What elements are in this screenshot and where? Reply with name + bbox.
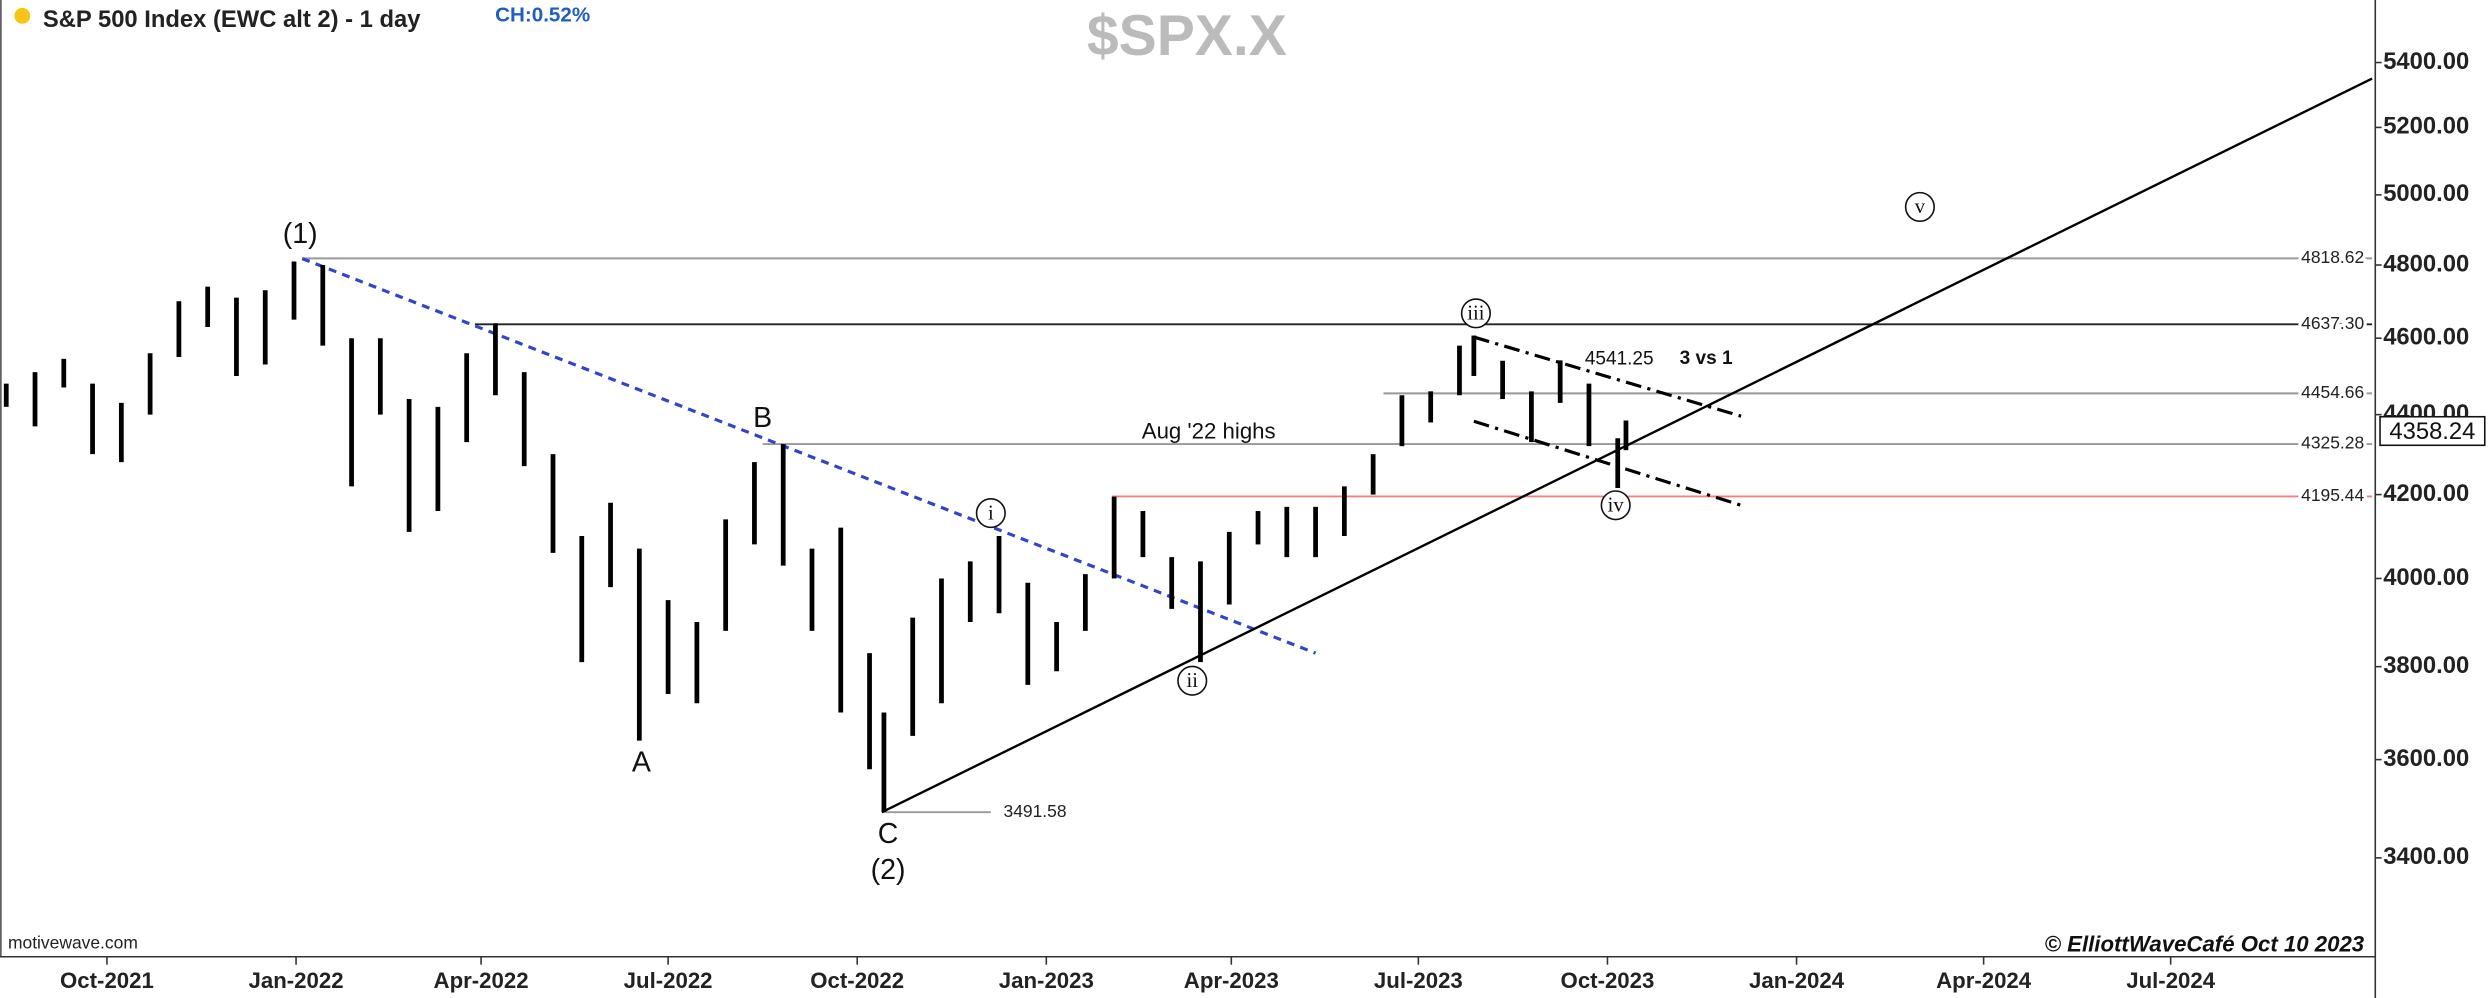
wave-label: Aug '22 highs — [1142, 419, 1276, 444]
change-label: CH:0.52% — [495, 3, 590, 26]
x-tick-label: Oct-2022 — [810, 968, 904, 993]
x-tick-label: Jan-2024 — [1749, 968, 1845, 993]
x-tick-label: Jul-2024 — [2126, 968, 2216, 993]
level-label: 4325.28 — [2301, 433, 2364, 453]
x-tick-label: Apr-2024 — [1936, 968, 2032, 993]
wave-label: 4541.25 — [1585, 349, 1654, 370]
x-tick-label: Jul-2022 — [624, 968, 713, 993]
wave-label: B — [753, 402, 772, 434]
x-tick-label: Oct-2021 — [60, 968, 154, 993]
x-tick-label: Apr-2023 — [1184, 968, 1279, 993]
y-tick-label: 5200.00 — [2383, 113, 2469, 140]
y-tick-label: 4000.00 — [2383, 564, 2469, 591]
y-tick-label: 4200.00 — [2383, 480, 2469, 507]
last-price-label: 4358.24 — [2389, 418, 2475, 445]
credit-label: © ElliottWaveCafé Oct 10 2023 — [2045, 932, 2365, 957]
level-label: 3491.58 — [1004, 801, 1067, 821]
x-tick-label: Apr-2022 — [434, 968, 529, 993]
wave-label: A — [632, 747, 651, 779]
y-tick-label: 3400.00 — [2383, 843, 2469, 870]
trendline — [1473, 419, 1742, 507]
y-tick-label: 3600.00 — [2383, 745, 2469, 772]
y-tick-label: 4800.00 — [2383, 250, 2469, 277]
wave-label: ii — [1187, 670, 1199, 692]
wave-circle — [1460, 298, 1491, 329]
wave-label: iv — [1608, 495, 1625, 517]
status-dot — [14, 7, 31, 24]
trendline — [1473, 335, 1742, 418]
wave-label: (1) — [283, 218, 318, 250]
wave-circle — [1904, 191, 1935, 222]
wave-circle — [1600, 490, 1631, 521]
y-tick-label: 3800.00 — [2383, 652, 2469, 679]
level-label: 4454.66 — [2301, 382, 2364, 402]
level-label: 4195.44 — [2301, 485, 2364, 505]
chart-title: S&P 500 Index (EWC alt 2) - 1 day — [43, 6, 421, 33]
x-tick-label: Jan-2023 — [999, 968, 1094, 993]
wave-label: C — [878, 818, 899, 850]
level-label: 4818.62 — [2301, 247, 2364, 267]
x-tick-label: Jan-2022 — [249, 968, 344, 993]
wave-circle — [975, 498, 1006, 529]
x-tick-label: Jul-2023 — [1374, 968, 1463, 993]
y-tick-label: 5000.00 — [2383, 180, 2469, 207]
y-tick-label: 4600.00 — [2383, 323, 2469, 350]
symbol-watermark: $SPX.X — [1087, 4, 1287, 68]
wave-label: v — [1915, 196, 1926, 218]
wave-label: (2) — [871, 854, 906, 886]
level-label: 4637.30 — [2301, 313, 2364, 333]
wave-label: i — [988, 502, 994, 524]
x-tick-label: Oct-2023 — [1561, 968, 1655, 993]
wave-circle — [1177, 665, 1208, 696]
last-price-box — [2379, 415, 2486, 447]
wave-label: 3 vs 1 — [1680, 348, 1733, 369]
trendline — [301, 257, 1317, 655]
wave-label: iii — [1467, 303, 1484, 325]
source-label: motivewave.com — [8, 933, 138, 953]
y-tick-label: 5400.00 — [2383, 48, 2469, 75]
